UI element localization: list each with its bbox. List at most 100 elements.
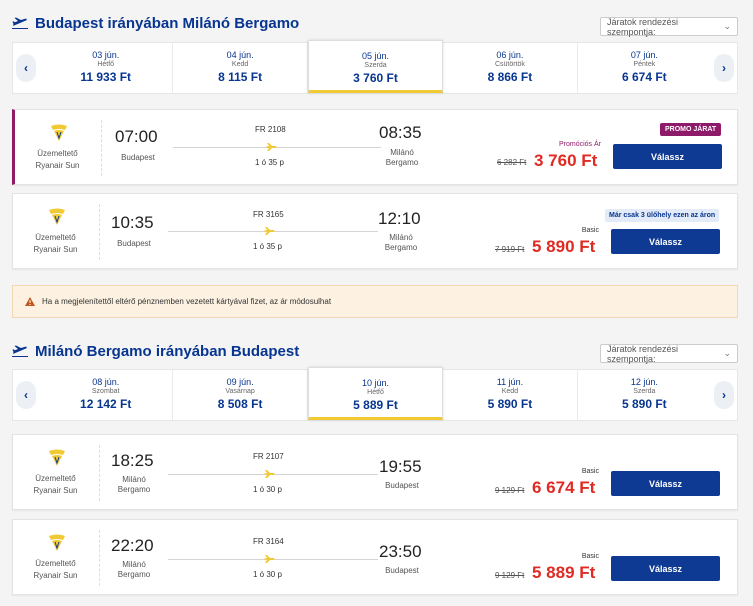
day-name: Szerda — [633, 388, 656, 395]
operator-label: Üzemeltető Ryanair Sun — [13, 232, 98, 256]
operator: Üzemeltető Ryanair Sun — [15, 110, 100, 184]
fare-type: Promóciós Ár — [558, 141, 601, 148]
departure-time: 10:35 — [111, 213, 154, 232]
warning-icon — [25, 297, 35, 306]
departure-city-line2: Bergamo — [117, 485, 151, 494]
operator-prefix: Üzemeltető — [35, 559, 76, 568]
old-price: 9 129 Ft — [495, 571, 525, 580]
date-option[interactable]: 11 jún. Kedd 5 890 Ft — [443, 370, 578, 420]
price: 3 760 Ft — [534, 151, 598, 170]
day-date: 12 jún. — [630, 377, 658, 387]
ryanair-harp-logo-icon — [49, 208, 65, 225]
day-price: 3 760 Ft — [353, 71, 398, 85]
flight-card: Üzemeltető Ryanair Sun 07:00 Budapest FR … — [12, 109, 738, 185]
operator-label: Üzemeltető Ryanair Sun — [15, 148, 100, 172]
select-flight-button[interactable]: Válassz — [611, 229, 720, 254]
old-price: 9 129 Ft — [495, 486, 525, 495]
date-option[interactable]: 08 jún. Szombat 12 142 Ft — [39, 370, 174, 420]
arrival-time: 12:10 — [378, 209, 421, 228]
select-flight-button[interactable]: Válassz — [611, 471, 720, 496]
divider — [99, 204, 100, 260]
promo-badge: PROMO JÁRAT — [660, 123, 722, 136]
ryanair-harp-logo-icon — [49, 449, 65, 466]
chevron-left-icon: ‹ — [16, 381, 36, 409]
flight-number: FR 2107 — [253, 452, 284, 461]
duration: 1 ó 30 p — [253, 570, 282, 579]
operator-name: Ryanair Sun — [33, 486, 78, 495]
departure-city-line1: Milánó — [122, 560, 146, 569]
date-option[interactable]: 04 jún. Kedd 8 115 Ft — [173, 43, 308, 93]
inbound-title: Milánó Bergamo irányában Budapest — [35, 342, 300, 360]
flight-card: Üzemeltető Ryanair Sun 18:25 Milánó Bergam… — [12, 434, 738, 510]
operator-name: Ryanair Sun — [33, 571, 78, 580]
flight-number: FR 3164 — [253, 537, 284, 546]
operator-prefix: Üzemeltető — [35, 233, 76, 242]
inbound-header: Milánó Bergamo irányában Budapest — [12, 340, 299, 362]
currency-warning: Ha a megjelenítettől eltérő pénznemben v… — [12, 285, 738, 318]
date-option-selected[interactable]: 10 jún. Hétfő 5 889 Ft — [307, 367, 444, 420]
ryanair-harp-logo-icon — [49, 534, 65, 551]
old-price: 6 282 Ft — [497, 158, 527, 167]
departure-city: Milánó Bergamo — [109, 560, 159, 580]
prev-dates-button[interactable]: ‹ — [13, 370, 39, 420]
day-name: Hétfő — [97, 61, 115, 68]
arrival-city: Budapest — [385, 481, 419, 490]
departure-city-line1: Milánó — [122, 475, 146, 484]
day-name: Szombat — [91, 388, 120, 395]
operator: Üzemeltető Ryanair Sun — [13, 194, 98, 268]
next-dates-button[interactable]: › — [711, 370, 737, 420]
duration: 1 ó 35 p — [253, 242, 282, 251]
chevron-down-icon: ⌄ — [723, 21, 731, 31]
date-option[interactable]: 07 jún. Péntek 6 674 Ft — [578, 43, 711, 93]
date-option-selected[interactable]: 05 jún. Szerda 3 760 Ft — [307, 40, 444, 93]
day-name: Szerda — [364, 62, 387, 69]
date-option[interactable]: 12 jún. Szerda 5 890 Ft — [578, 370, 711, 420]
flight-number: FR 3165 — [253, 210, 284, 219]
day-date: 10 jún. — [362, 378, 390, 388]
arrival-city: Budapest — [385, 566, 419, 575]
chevron-right-icon: › — [714, 381, 734, 409]
day-date: 06 jún. — [496, 50, 524, 60]
departure-time: 18:25 — [111, 451, 154, 470]
select-flight-button[interactable]: Válassz — [613, 144, 722, 169]
plane-icon — [265, 143, 277, 151]
day-price: 6 674 Ft — [621, 70, 667, 84]
chevron-left-icon: ‹ — [16, 54, 36, 82]
arrival-city: Milánó Bergamo — [377, 148, 427, 168]
departure-city: Budapest — [121, 153, 155, 162]
arrival-time: 08:35 — [379, 123, 422, 142]
date-option[interactable]: 03 jún. Hétfő 11 933 Ft — [39, 43, 174, 93]
outbound-title: Budapest irányában Milánó Bergamo — [35, 14, 300, 32]
day-date: 03 jún. — [92, 50, 120, 60]
date-option[interactable]: 09 jún. Vasárnap 8 508 Ft — [173, 370, 308, 420]
day-price: 5 890 Ft — [621, 397, 667, 411]
divider — [101, 120, 102, 176]
day-date: 09 jún. — [226, 377, 254, 387]
day-name: Csütörtök — [494, 61, 525, 68]
flight-number: FR 2108 — [255, 125, 286, 134]
day-price: 12 142 Ft — [80, 397, 132, 411]
price: 5 889 Ft — [532, 563, 596, 582]
prev-dates-button[interactable]: ‹ — [13, 43, 39, 93]
departure-city-line2: Bergamo — [117, 570, 151, 579]
date-option[interactable]: 06 jún. Csütörtök 8 866 Ft — [443, 43, 578, 93]
chevron-right-icon: › — [714, 54, 734, 82]
outbound-sort-select[interactable]: Járatok rendezési szempontja: ⌄ — [600, 16, 738, 37]
select-flight-button[interactable]: Válassz — [611, 556, 720, 581]
arrival-time: 23:50 — [379, 542, 422, 561]
operator-label: Üzemeltető Ryanair Sun — [13, 473, 98, 497]
plane-takeoff-icon — [12, 345, 28, 357]
day-price: 5 890 Ft — [487, 397, 533, 411]
arrival-time: 19:55 — [379, 457, 422, 476]
inbound-sort-select[interactable]: Járatok rendezési szempontja: ⌄ — [600, 344, 738, 364]
sort-label: Járatok rendezési szempontja: — [607, 16, 679, 37]
outbound-header: Budapest irányában Milánó Bergamo — [12, 12, 299, 34]
next-dates-button[interactable]: › — [711, 43, 737, 93]
operator-name: Ryanair Sun — [33, 245, 78, 254]
departure-time: 22:20 — [111, 536, 154, 555]
departure-city: Milánó Bergamo — [109, 475, 159, 495]
ryanair-harp-logo-icon — [51, 124, 67, 141]
arrival-city: Milánó Bergamo — [376, 233, 426, 253]
price: 6 674 Ft — [532, 478, 596, 497]
arrival-city-line2: Bergamo — [384, 243, 418, 252]
